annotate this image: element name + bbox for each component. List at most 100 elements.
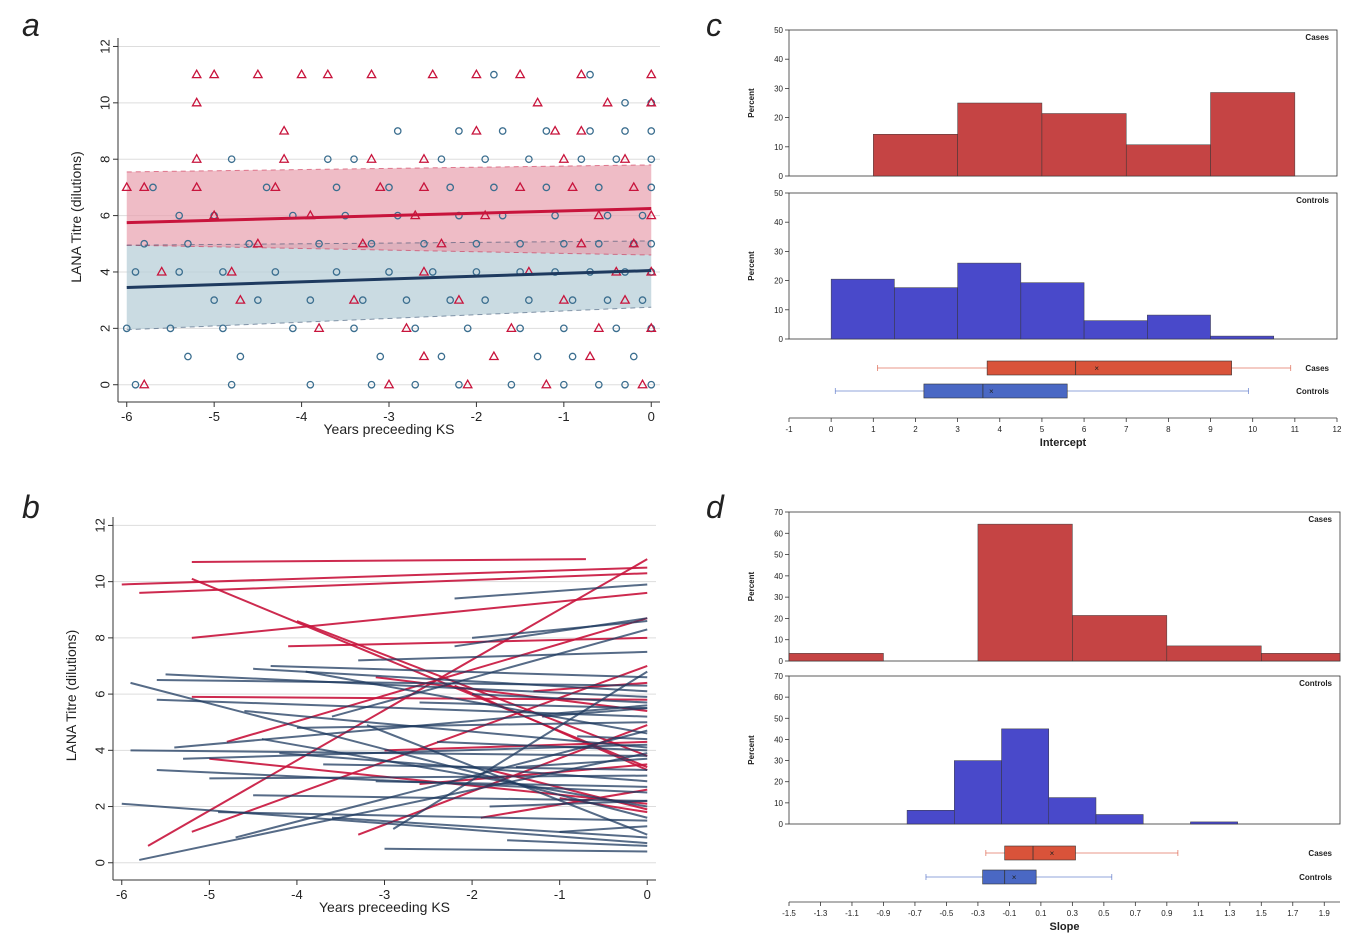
controls-point <box>385 268 393 276</box>
y-tick-label: 12 <box>92 518 107 532</box>
x-tick-label: 1.9 <box>1319 909 1331 918</box>
x-tick-label: 0.7 <box>1130 909 1142 918</box>
x-tick-label: 3 <box>955 425 960 434</box>
cases-point <box>208 68 220 79</box>
y-tick-label: 50 <box>774 26 783 35</box>
controls-point <box>603 211 612 220</box>
x-tick-label: -2 <box>466 887 478 902</box>
controls-section-label: Controls <box>1299 679 1332 688</box>
controls-point <box>149 183 157 192</box>
cases-fit-line <box>126 207 652 225</box>
cases-point <box>270 181 281 192</box>
cases-point <box>418 350 430 361</box>
y-tick-label: 40 <box>774 735 783 744</box>
controls-point <box>481 296 490 305</box>
x-tick-label: 1.3 <box>1224 909 1236 918</box>
x-tick-label: -6 <box>116 887 128 902</box>
controls-point <box>559 380 568 389</box>
controls-point <box>647 183 656 192</box>
cases-point <box>514 68 526 79</box>
cases-point <box>645 209 657 220</box>
controls-trajectory-line <box>139 752 648 861</box>
cases-point <box>479 209 491 220</box>
controls-trajectory-line <box>235 729 648 839</box>
x-tick-label: -1 <box>785 425 793 434</box>
controls-histogram-bar <box>957 262 1022 340</box>
controls-point <box>586 70 594 79</box>
y-axis-title: Percent <box>747 735 756 765</box>
cases-point <box>278 153 290 163</box>
controls-point <box>577 155 586 164</box>
controls-point <box>219 324 227 333</box>
controls-point <box>358 296 367 305</box>
cases-point <box>296 68 307 79</box>
x-tick-label: 0 <box>829 425 834 434</box>
cases-point <box>645 322 657 332</box>
controls-trajectory-line <box>515 757 648 769</box>
cases-histogram-bar <box>873 133 958 177</box>
controls-point <box>629 352 638 361</box>
cases-point <box>549 125 561 135</box>
x-tick-label: 2 <box>913 425 918 434</box>
controls-point <box>542 127 551 135</box>
cases-point <box>628 237 640 248</box>
controls-histogram-bar <box>1095 814 1144 825</box>
controls-histogram-bar <box>894 287 958 340</box>
y-tick-label: 40 <box>774 572 783 581</box>
controls-trajectory-line <box>454 617 648 648</box>
controls-point <box>166 324 175 333</box>
cases-point <box>366 153 377 163</box>
cases-histogram-bar <box>1166 645 1262 662</box>
cases-point <box>645 68 657 79</box>
controls-trajectory-line <box>507 839 648 847</box>
cases-point <box>576 237 587 248</box>
cases-point <box>418 153 430 163</box>
controls-point <box>647 127 656 135</box>
controls-point <box>490 183 498 192</box>
y-tick-label: 10 <box>97 96 112 110</box>
x-tick-label: 0.9 <box>1161 909 1173 918</box>
controls-point <box>455 380 463 389</box>
y-tick-label: 70 <box>774 508 783 517</box>
controls-point <box>603 296 612 305</box>
controls-point <box>612 324 621 333</box>
panel-label-c: c <box>706 7 722 43</box>
y-tick-label: 0 <box>779 335 784 344</box>
y-tick-label: 50 <box>774 714 783 723</box>
cases-point <box>138 181 150 192</box>
cases-histogram-bar <box>1125 144 1211 177</box>
cases-ci-band <box>126 164 652 256</box>
y-tick-label: 60 <box>774 529 783 538</box>
y-tick-label: 10 <box>92 574 107 588</box>
y-tick-label: 70 <box>774 672 783 681</box>
cases-point <box>366 68 377 79</box>
cases-histogram-bar <box>977 523 1073 662</box>
controls-point <box>594 183 603 192</box>
x-tick-label: 1.7 <box>1287 909 1299 918</box>
cases-trajectory-line <box>139 572 648 594</box>
cases-point <box>191 68 202 79</box>
x-axis-title: Slope <box>1050 921 1080 933</box>
cases-point <box>278 125 290 135</box>
y-axis-title: LANA Titre (dilutions) <box>63 630 79 762</box>
controls-trajectory-line <box>437 740 648 752</box>
controls-histogram-bar <box>954 760 1002 825</box>
controls-box-mean-marker: × <box>1012 873 1017 882</box>
y-tick-label: 40 <box>774 55 783 64</box>
x-tick-label: -1.3 <box>814 909 828 918</box>
cases-point <box>619 153 631 163</box>
controls-point <box>463 324 472 333</box>
x-tick-label: 5 <box>1040 425 1045 434</box>
cases-trajectory-line <box>209 757 648 805</box>
cases-point <box>637 378 648 389</box>
x-tick-label: -4 <box>296 409 308 424</box>
controls-point <box>210 296 219 305</box>
controls-point <box>402 296 411 305</box>
controls-point <box>288 324 297 333</box>
cases-point <box>462 378 473 389</box>
y-tick-label: 0 <box>97 381 112 388</box>
cases-point <box>541 378 552 389</box>
y-tick-label: 8 <box>92 634 107 641</box>
cases-point <box>514 181 526 192</box>
